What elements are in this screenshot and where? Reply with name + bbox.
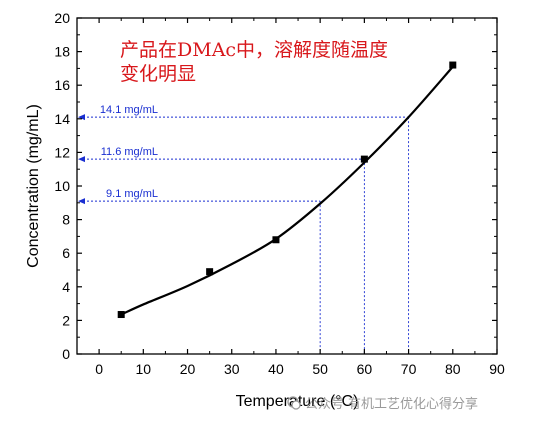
- chart-annotation: 产品在DMAc中，溶解度随温度 变化明显: [120, 39, 389, 85]
- y-tick-label: 18: [54, 44, 70, 60]
- watermark-text: 有机工艺优化心得分享: [348, 397, 479, 412]
- y-tick-label: 0: [62, 346, 70, 362]
- data-point: [272, 236, 280, 244]
- data-point: [206, 268, 214, 276]
- y-tick-label: 20: [54, 10, 70, 26]
- y-tick-label: 10: [54, 178, 70, 194]
- x-tick-label: 50: [312, 361, 328, 377]
- reference-label: 14.1 mg/mL: [100, 104, 158, 116]
- x-tick-label: 70: [401, 361, 417, 377]
- y-tick-label: 8: [62, 212, 70, 228]
- data-points: [117, 61, 457, 319]
- data-point: [117, 311, 125, 319]
- x-tick-label: 20: [180, 361, 196, 377]
- x-tick-label: 0: [95, 361, 103, 377]
- reference-arrow-icon: [78, 114, 85, 121]
- axes: 0 10 20 30 40 50 60 70 80 90 0 2 4 6 8 10 12 14 16 18 20: [54, 10, 505, 377]
- reference-lines: 9.1 mg/mL 11.6 mg/mL 14.1 mg/mL: [78, 104, 410, 354]
- y-tick-label: 2: [62, 312, 70, 328]
- fit-curve: [120, 65, 454, 316]
- fit-curve-group: [120, 65, 454, 316]
- y-tick-label: 4: [62, 279, 70, 295]
- wechat-icon: [287, 395, 301, 410]
- data-point: [360, 155, 368, 163]
- x-tick-label: 10: [136, 361, 152, 377]
- x-tick-label: 60: [357, 361, 373, 377]
- x-tick-label: 80: [445, 361, 461, 377]
- x-tick-label: 30: [224, 361, 240, 377]
- reference-label: 11.6 mg/mL: [101, 146, 158, 158]
- x-tick-label: 90: [489, 361, 505, 377]
- y-axis-title: Concentration (mg/mL): [25, 104, 42, 268]
- x-tick-label: 40: [268, 361, 284, 377]
- reference-arrow-icon: [78, 156, 85, 163]
- y-tick-label: 14: [54, 111, 70, 127]
- y-tick-label: 16: [54, 77, 70, 93]
- watermark-prefix: 公众号: [305, 397, 345, 412]
- watermark: 公众号 有机工艺优化心得分享: [287, 393, 478, 412]
- reference-arrow-icon: [78, 198, 85, 205]
- y-tick-label: 12: [54, 144, 70, 160]
- reference-label: 9.1 mg/mL: [106, 188, 158, 200]
- data-point: [449, 61, 457, 69]
- y-tick-label: 6: [62, 245, 70, 261]
